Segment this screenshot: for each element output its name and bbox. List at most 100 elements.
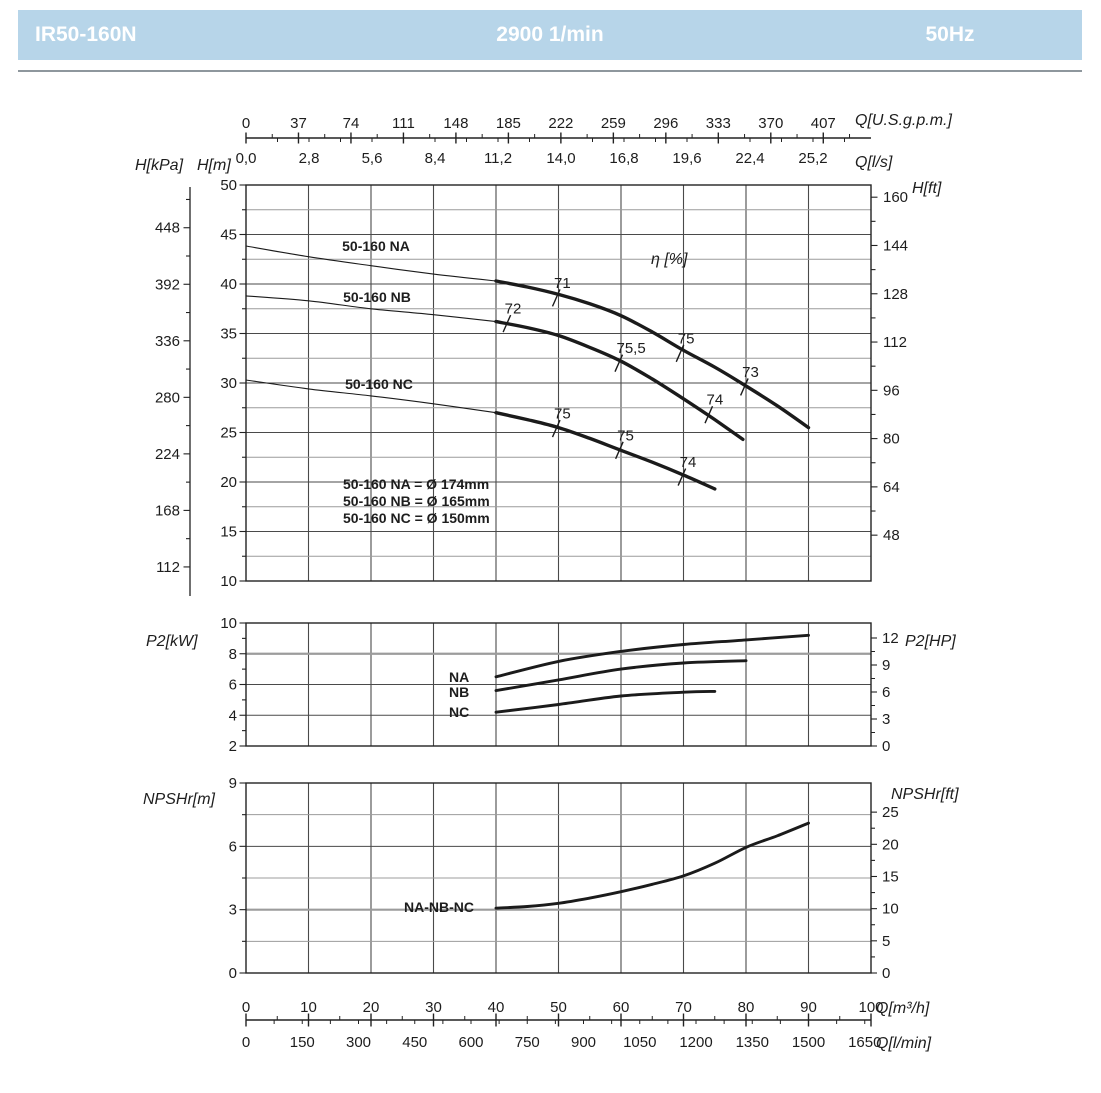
- npshrft-tick-label: 0: [882, 965, 890, 982]
- hft-tick-label: 80: [883, 431, 900, 448]
- npshrm-tick-label: 9: [229, 775, 237, 792]
- kpa-tick-label: 224: [155, 446, 180, 463]
- npshrft-tick-label: 25: [882, 804, 899, 821]
- p2kw-tick-label: 4: [229, 707, 237, 724]
- gpm-tick-label: 0: [242, 115, 250, 132]
- lmin-tick-label: 450: [402, 1034, 427, 1051]
- efficiency-value: 75,5: [617, 340, 646, 357]
- p2hp-tick-label: 6: [882, 684, 890, 701]
- power-label-na: NA: [449, 669, 469, 685]
- hm-tick-label: 50: [220, 177, 237, 194]
- axis-unit-ls: Q[l/s]: [855, 154, 893, 171]
- efficiency-value: 72: [505, 301, 522, 318]
- hm-tick-label: 15: [220, 524, 237, 541]
- lmin-tick-label: 300: [346, 1034, 371, 1051]
- head-curve-thin-0: [245, 245, 497, 282]
- hm-tick-label: 20: [220, 474, 237, 491]
- kpa-tick-label: 448: [155, 220, 180, 237]
- m3h-tick-label: 80: [738, 999, 755, 1016]
- efficiency-tick: [704, 405, 714, 424]
- npshrft-tick-label: 5: [882, 933, 890, 950]
- axis-unit-hm: H[m]: [197, 157, 231, 174]
- efficiency-tick: [675, 344, 685, 363]
- hft-tick-label: 112: [883, 334, 907, 351]
- kpa-tick-label: 336: [155, 333, 180, 350]
- axis-unit-kpa: H[kPa]: [135, 157, 184, 174]
- legend-line-na: 50-160 NA = Ø 174mm: [343, 476, 489, 492]
- p2kw-tick-label: 2: [229, 738, 237, 755]
- gpm-tick-label: 37: [290, 115, 307, 132]
- npshrm-tick-label: 3: [229, 902, 237, 919]
- ls-tick-label: 19,6: [672, 150, 701, 167]
- pump-model: IR50-160N: [35, 23, 137, 46]
- hft-tick-label: 96: [883, 382, 900, 399]
- power-curve-1: [494, 659, 748, 693]
- m3h-tick-label: 0: [242, 999, 250, 1016]
- head-curve-thin-1: [245, 295, 497, 323]
- axis-unit-m3h: Q[m³/h]: [876, 1000, 930, 1017]
- gpm-tick-label: 407: [811, 115, 836, 132]
- lmin-tick-label: 750: [515, 1034, 540, 1051]
- power-curve-0: [494, 633, 810, 679]
- p2kw-tick-label: 6: [229, 677, 237, 694]
- hft-tick-label: 48: [883, 527, 900, 544]
- gpm-tick-label: 185: [496, 115, 521, 132]
- head-curve-thick-0: [494, 279, 811, 430]
- lmin-tick-label: 1650: [848, 1034, 881, 1051]
- p2kw-tick-label: 10: [220, 615, 237, 632]
- axis-unit-lmin: Q[l/min]: [876, 1035, 932, 1052]
- efficiency-tick: [677, 468, 687, 486]
- head-curve-thick-2: [494, 411, 717, 491]
- efficiency-tick: [739, 378, 749, 396]
- axis-unit-npshr-m: NPSHr[m]: [143, 791, 216, 808]
- axis-unit-npshr-ft: NPSHr[ft]: [891, 786, 959, 803]
- kpa-tick-label: 392: [155, 276, 180, 293]
- ls-tick-label: 11,2: [484, 150, 512, 167]
- npshrft-tick-label: 20: [882, 836, 899, 853]
- axis-unit-gpm: Q[U.S.g.p.m.]: [855, 112, 952, 129]
- p2kw-tick-label: 8: [229, 646, 237, 663]
- m3h-tick-label: 30: [425, 999, 442, 1016]
- m3h-tick-label: 60: [613, 999, 630, 1016]
- lmin-tick-label: 900: [571, 1034, 596, 1051]
- hft-tick-label: 64: [883, 479, 900, 496]
- hm-tick-label: 35: [220, 326, 237, 343]
- gpm-tick-label: 296: [653, 115, 678, 132]
- ls-tick-label: 2,8: [299, 150, 320, 167]
- npshrm-tick-label: 6: [229, 838, 237, 855]
- power-curve-2: [494, 689, 717, 714]
- efficiency-tick: [614, 354, 624, 372]
- lmin-tick-label: 1350: [736, 1034, 769, 1051]
- legend-line-nb: 50-160 NB = Ø 165mm: [343, 493, 490, 509]
- axis-unit-p2hp: P2[HP]: [905, 633, 956, 650]
- ls-tick-label: 8,4: [425, 150, 446, 167]
- p2hp-tick-label: 9: [882, 657, 890, 674]
- npshr-curve: [494, 821, 810, 910]
- npshrm-tick-label: 0: [229, 965, 237, 982]
- efficiency-tick: [502, 314, 512, 333]
- hm-tick-label: 30: [220, 375, 237, 392]
- hm-tick-label: 45: [220, 227, 237, 244]
- hft-tick-label: 160: [883, 189, 908, 206]
- ls-tick-label: 22,4: [735, 150, 764, 167]
- efficiency-value: 73: [742, 364, 759, 381]
- title-bar: IR50-160N 2900 1/min 50Hz: [18, 10, 1082, 60]
- efficiency-value: 75: [678, 330, 695, 347]
- kpa-tick-label: 280: [155, 389, 180, 406]
- curve-label-nb: 50-160 NB: [343, 289, 411, 305]
- gpm-tick-label: 370: [758, 115, 783, 132]
- m3h-tick-label: 40: [488, 999, 505, 1016]
- axis-unit-p2kw: P2[kW]: [146, 633, 198, 650]
- curve-label-na: 50-160 NA: [342, 238, 410, 254]
- gpm-tick-label: 333: [706, 115, 731, 132]
- head-curve-thick-1: [494, 319, 745, 442]
- hft-tick-label: 128: [883, 286, 908, 303]
- lmin-tick-label: 1500: [792, 1034, 825, 1051]
- header-divider: [18, 70, 1082, 72]
- ls-tick-label: 14,0: [546, 150, 575, 167]
- gpm-tick-label: 74: [343, 115, 360, 132]
- hm-tick-label: 40: [220, 276, 237, 293]
- m3h-tick-label: 20: [363, 999, 380, 1016]
